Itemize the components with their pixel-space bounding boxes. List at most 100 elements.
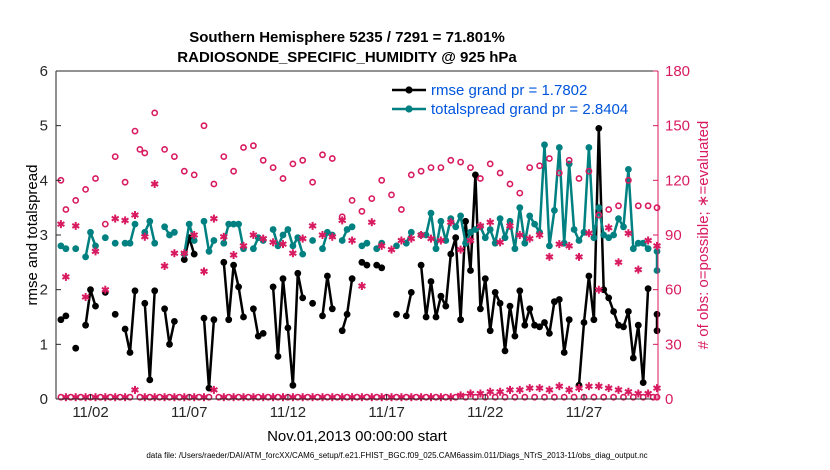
obs-possible-marker <box>363 393 371 401</box>
totalspread-point <box>644 245 652 253</box>
obs-possible-marker <box>541 393 548 401</box>
rmse-point <box>516 287 524 295</box>
rmse-point <box>338 327 346 335</box>
rmse-point <box>146 376 154 384</box>
obs-possible-marker <box>388 191 395 199</box>
obs-evaluated-marker <box>584 382 593 391</box>
rmse-point <box>417 261 425 269</box>
obs-evaluated-marker <box>486 387 495 396</box>
obs-possible-marker <box>407 171 415 179</box>
obs-possible-marker <box>92 175 99 182</box>
obs-possible-marker <box>368 195 376 202</box>
rmse-point <box>634 321 642 329</box>
obs-evaluated-marker <box>486 218 495 227</box>
obs-possible-marker <box>57 393 65 401</box>
obs-evaluated-marker <box>150 180 159 188</box>
obs-possible-marker <box>560 393 568 401</box>
obs-evaluated-marker <box>466 389 475 398</box>
obs-evaluated-marker <box>653 384 661 393</box>
obs-possible-marker <box>170 153 178 160</box>
obs-evaluated-marker <box>170 249 179 258</box>
rmse-point <box>536 323 543 331</box>
obs-possible-marker <box>269 164 277 171</box>
rmse-point <box>620 323 627 331</box>
y-right-tick-label: 30 <box>665 336 682 353</box>
rmse-point <box>348 275 356 283</box>
legend: rmse grand pr = 1.7802 totalspread grand… <box>389 77 651 119</box>
obs-evaluated-marker <box>614 258 623 267</box>
totalspread-point <box>87 228 94 236</box>
obs-possible-marker <box>625 176 632 184</box>
totalspread-point <box>190 237 198 244</box>
totalspread-point <box>555 144 563 151</box>
obs-evaluated-marker <box>338 216 347 225</box>
obs-evaluated-marker <box>140 232 149 241</box>
chart-title: Southern Hemisphere 5235 / 7291 = 71.801… <box>189 29 505 46</box>
obs-evaluated-marker <box>111 214 120 223</box>
y-right-tick-label: 60 <box>665 282 682 299</box>
obs-possible-marker <box>244 393 252 401</box>
totalspread-point <box>620 223 627 231</box>
obs-possible-marker <box>175 393 183 401</box>
rmse-point <box>274 353 282 360</box>
rmse-point <box>639 379 647 386</box>
totalspread-point <box>575 237 583 244</box>
obs-possible-marker <box>249 142 257 150</box>
legend-box <box>389 77 651 119</box>
obs-evaluated-marker <box>525 384 534 393</box>
obs-possible-marker <box>67 393 75 401</box>
y-tick-label: 4 <box>40 172 48 189</box>
rmse-point <box>250 305 257 313</box>
obs-possible-marker <box>358 207 366 215</box>
obs-evaluated-marker <box>397 236 406 245</box>
rmse-point <box>126 349 134 356</box>
rmse-point <box>324 272 331 280</box>
totalspread-point <box>101 234 109 242</box>
totalspread-point <box>457 212 464 220</box>
rmse-point <box>141 299 149 307</box>
totalspread-point <box>210 237 218 244</box>
rmse-point <box>200 314 208 322</box>
rmse-point <box>605 294 613 302</box>
rmse-point <box>653 327 661 335</box>
y-axis-label: rmse and totalspread <box>24 165 41 306</box>
obs-evaluated-marker <box>180 249 189 258</box>
obs-evaluated-marker <box>367 218 376 227</box>
rmse-point <box>402 312 410 320</box>
obs-possible-marker <box>111 153 119 160</box>
obs-evaluated-marker <box>515 231 524 239</box>
totalspread-point <box>146 217 154 225</box>
rmse-point <box>171 318 178 325</box>
obs-possible-marker <box>116 393 124 401</box>
rmse-point <box>121 325 129 333</box>
obs-evaluated-marker <box>160 262 169 270</box>
rmse-point <box>269 283 277 291</box>
totalspread-point <box>590 234 598 242</box>
rmse-point <box>541 319 548 326</box>
obs-possible-marker <box>343 393 351 401</box>
totalspread-point <box>230 220 238 228</box>
obs-evaluated-marker <box>278 240 287 249</box>
obs-possible-marker <box>101 220 109 228</box>
legend-totalspread-label: totalspread grand pr = 2.8404 <box>431 101 628 118</box>
totalspread-point <box>541 141 548 149</box>
rmse-point <box>220 258 228 266</box>
obs-evaluated-marker <box>288 249 297 258</box>
rmse-point <box>491 289 499 296</box>
obs-possible-marker <box>432 393 440 401</box>
rmse-point <box>284 324 292 332</box>
totalspread-point <box>639 239 647 247</box>
totalspread-point <box>526 212 534 220</box>
rmse-line-segment <box>405 292 413 317</box>
rmse-point <box>279 275 287 283</box>
obs-possible-marker <box>259 156 267 164</box>
totalspread-point <box>185 220 193 228</box>
obs-evaluated-marker <box>496 387 505 396</box>
totalspread-point <box>551 207 558 214</box>
rmse-point <box>373 261 381 269</box>
totalspread-point <box>299 250 307 258</box>
rmse-point <box>299 294 307 302</box>
obs-evaluated-marker <box>121 216 130 225</box>
legend-totalspread-marker <box>405 105 413 113</box>
rmse-point <box>363 261 371 269</box>
